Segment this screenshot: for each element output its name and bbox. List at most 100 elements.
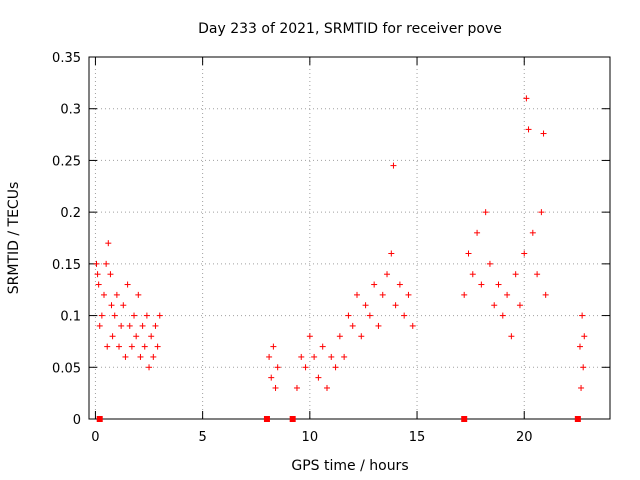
data-point — [272, 384, 279, 391]
data-point — [384, 271, 391, 278]
data-point — [366, 312, 373, 319]
data-point — [319, 343, 326, 350]
zero-markers — [96, 416, 581, 422]
zero-marker — [574, 416, 581, 422]
data-point — [534, 271, 541, 278]
data-point — [379, 291, 386, 298]
data-point — [266, 353, 273, 360]
data-point — [578, 384, 585, 391]
data-point — [293, 384, 300, 391]
x-tick-label: 5 — [198, 430, 206, 445]
data-point — [580, 364, 587, 371]
data-point — [141, 343, 148, 350]
x-tick-label: 15 — [409, 430, 426, 445]
data-point — [336, 333, 343, 340]
data-point — [94, 271, 101, 278]
x-tick-label: 0 — [91, 430, 99, 445]
data-point — [148, 333, 155, 340]
data-point — [122, 353, 129, 360]
data-point — [491, 302, 498, 309]
data-point — [137, 353, 144, 360]
data-point — [131, 312, 138, 319]
data-point — [270, 343, 277, 350]
data-point — [332, 364, 339, 371]
data-point — [120, 302, 127, 309]
data-point — [392, 302, 399, 309]
data-point — [465, 250, 472, 257]
data-point — [461, 291, 468, 298]
data-point — [104, 343, 111, 350]
data-point — [306, 333, 313, 340]
data-point — [354, 291, 361, 298]
data-point — [486, 260, 493, 267]
data-point — [105, 240, 112, 247]
data-point — [542, 291, 549, 298]
zero-marker — [289, 416, 296, 422]
data-point — [98, 312, 105, 319]
data-point — [581, 333, 588, 340]
data-point — [124, 281, 131, 288]
data-point — [107, 271, 114, 278]
data-point — [128, 343, 135, 350]
data-point — [474, 229, 481, 236]
data-point — [113, 291, 120, 298]
data-point — [268, 374, 275, 381]
y-tick-label: 0.05 — [52, 361, 81, 376]
data-point — [135, 291, 142, 298]
data-point — [133, 333, 140, 340]
data-point — [311, 353, 318, 360]
data-point — [508, 333, 515, 340]
chart-title: Day 233 of 2021, SRMTID for receiver pov… — [198, 21, 502, 37]
data-point — [150, 353, 157, 360]
data-point — [396, 281, 403, 288]
data-point — [362, 302, 369, 309]
y-tick-label: 0 — [73, 413, 81, 428]
data-point — [388, 250, 395, 257]
data-point — [375, 322, 382, 329]
zero-marker — [96, 416, 103, 422]
y-tick-label: 0.3 — [60, 103, 81, 118]
y-tick-label: 0.35 — [52, 51, 81, 66]
data-point — [345, 312, 352, 319]
x-axis-label: GPS time / hours — [291, 458, 408, 474]
data-point — [401, 312, 408, 319]
data-point — [323, 384, 330, 391]
data-point — [525, 126, 532, 133]
data-point — [482, 209, 489, 216]
x-tick-label: 10 — [302, 430, 319, 445]
y-axis-label: SRMTID / TECUs — [6, 182, 22, 295]
plot-frame — [88, 56, 611, 420]
data-point — [469, 271, 476, 278]
data-point — [499, 312, 506, 319]
data-point — [146, 364, 153, 371]
zero-marker — [461, 416, 468, 422]
data-point — [116, 343, 123, 350]
y-axis: 0 0.05 0.1 0.15 0.2 0.25 0.3 0.35 — [52, 51, 610, 428]
data-point — [96, 322, 103, 329]
data-point — [101, 291, 108, 298]
data-point — [118, 322, 125, 329]
data-point — [523, 95, 530, 102]
y-tick-label: 0.1 — [60, 310, 81, 325]
data-point — [495, 281, 502, 288]
data-point — [409, 322, 416, 329]
data-point — [579, 312, 586, 319]
data-point — [95, 281, 102, 288]
data-point — [143, 312, 150, 319]
data-point — [540, 130, 547, 137]
data-point — [315, 374, 322, 381]
plot-grid — [89, 57, 610, 419]
data-point — [109, 333, 116, 340]
data-point — [371, 281, 378, 288]
y-tick-label: 0.2 — [60, 206, 81, 221]
data-point — [103, 260, 110, 267]
data-point — [328, 353, 335, 360]
data-point — [405, 291, 412, 298]
data-point — [154, 343, 161, 350]
data-point — [274, 364, 281, 371]
data-point — [358, 333, 365, 340]
data-point — [512, 271, 519, 278]
data-point — [298, 353, 305, 360]
x-axis: 0 5 10 15 20 — [91, 57, 533, 445]
